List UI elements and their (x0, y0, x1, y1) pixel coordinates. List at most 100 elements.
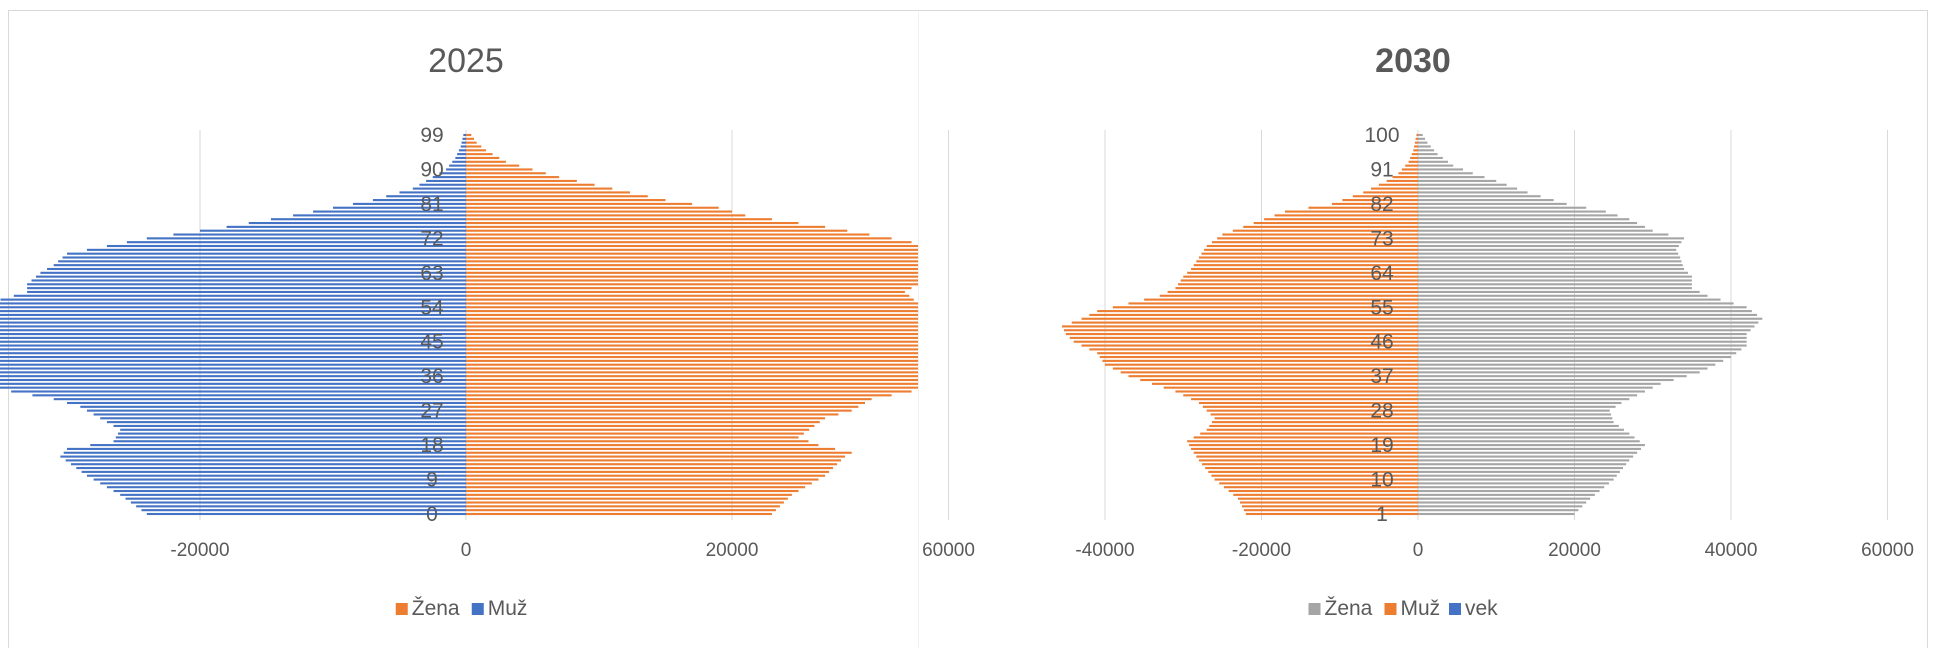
bar-zena-age-37 (1418, 375, 1687, 378)
bar-zena-age-15 (466, 455, 846, 458)
bar-zena-age-69 (1418, 252, 1679, 255)
pyramid-chart-2025: 2025-60000-40000-20000020000400006000099… (0, 42, 918, 620)
bar-muz-age-54 (1097, 310, 1418, 313)
bar-muz-age-64 (47, 267, 467, 271)
bar-zena-age-44 (466, 344, 918, 347)
bar-zena-age-8 (466, 482, 812, 485)
bar-zena-age-67 (466, 256, 918, 259)
legend-label: Muž (1401, 597, 1441, 620)
bar-zena-age-41 (466, 355, 918, 359)
bar-zena-age-95 (1418, 153, 1438, 156)
bar-zena-age-7 (1418, 489, 1600, 493)
bar-zena-age-20 (466, 436, 799, 439)
bar-muz-age-71 (126, 241, 466, 244)
age-label: 99 (420, 124, 443, 147)
bar-zena-age-32 (466, 390, 912, 393)
bar-zena-age-75 (466, 225, 826, 228)
bar-zena-age-68 (466, 252, 918, 255)
bar-muz-age-62 (35, 275, 466, 278)
bar-muz-age-15 (60, 455, 466, 458)
age-label: 55 (1370, 296, 1393, 319)
bar-zena-age-26 (1418, 417, 1613, 420)
bar-zena-age-50 (466, 321, 918, 324)
bar-zena-age-63 (466, 271, 918, 274)
bar-muz-age-16 (1196, 455, 1418, 458)
bar-zena-age-98 (466, 137, 474, 140)
bar-muz-age-61 (31, 279, 467, 282)
bar-zena-age-60 (466, 283, 918, 286)
bar-zena-age-29 (1418, 405, 1616, 408)
bar-muz-age-83 (1342, 199, 1418, 202)
bar-muz-age-59 (27, 287, 466, 290)
bar-zena-age-11 (1418, 474, 1617, 477)
bar-zena-age-80 (466, 206, 719, 209)
bar-muz-age-13 (1205, 467, 1418, 470)
bar-muz-age-63 (40, 271, 467, 274)
bar-zena-age-2 (466, 505, 780, 508)
bar-zena-age-47 (466, 333, 918, 336)
bar-muz-age-93 (1408, 160, 1418, 163)
bar-muz-age-83 (386, 195, 466, 198)
bar-zena-age-25 (466, 417, 826, 420)
bar-muz-age-95 (1411, 153, 1418, 156)
bar-muz-age-51 (1071, 321, 1418, 324)
bar-zena-age-97 (466, 141, 477, 144)
bar-zena-age-14 (1418, 463, 1627, 466)
bar-muz-age-10 (86, 474, 466, 477)
bar-muz-age-96 (460, 145, 466, 148)
bar-zena-age-62 (1418, 279, 1692, 282)
bar-zena-age-71 (466, 241, 912, 244)
bar-muz-age-39 (1112, 367, 1418, 370)
bar-muz-age-74 (1222, 233, 1418, 236)
x-tick-label: -20000 (1232, 540, 1291, 561)
bar-zena-age-91 (466, 164, 520, 167)
bar-zena-age-64 (1418, 271, 1688, 274)
bar-muz-age-87 (1378, 183, 1418, 186)
age-label: 45 (420, 331, 443, 354)
bar-muz-age-6 (113, 489, 467, 493)
bar-zena-age-99 (466, 133, 472, 137)
bar-zena-age-22 (1418, 432, 1630, 435)
bar-zena-age-54 (1418, 310, 1752, 313)
bar-muz-age-72 (146, 237, 467, 240)
bar-muz-age-96 (1413, 149, 1418, 152)
bar-zena-age-92 (466, 160, 506, 163)
bar-zena-age-97 (1418, 145, 1431, 148)
bar-zena-age-46 (1418, 340, 1747, 343)
bar-muz-age-21 (1193, 436, 1418, 439)
bar-muz-age-64 (1187, 271, 1418, 274)
bar-zena-age-87 (466, 179, 577, 182)
bar-zena-age-99 (1418, 137, 1426, 140)
bar-zena-age-70 (466, 244, 918, 248)
bar-zena-age-79 (466, 210, 732, 213)
x-tick-label: -20000 (170, 540, 229, 561)
bar-muz-age-100 (1416, 133, 1418, 137)
bar-zena-age-91 (1418, 168, 1463, 171)
chart-frame (8, 10, 1928, 648)
bar-muz-age-57 (13, 294, 467, 297)
x-tick-label: 0 (461, 540, 472, 561)
bar-zena-age-52 (1418, 317, 1763, 320)
legend-swatch (471, 603, 484, 615)
bar-muz-age-19 (113, 440, 467, 443)
bar-muz-age-89 (1392, 176, 1418, 179)
age-label: 27 (420, 400, 443, 423)
bar-muz-age-30 (53, 398, 466, 401)
bar-muz-age-25 (1211, 421, 1418, 424)
bar-zena-age-6 (466, 489, 799, 493)
bar-muz-age-3 (130, 501, 466, 504)
bar-zena-age-58 (1418, 294, 1708, 297)
bar-muz-age-62 (1180, 279, 1418, 282)
bar-zena-age-39 (1418, 367, 1708, 370)
bar-muz-age-40 (0, 359, 466, 362)
bar-zena-age-85 (1418, 191, 1528, 194)
bar-muz-age-71 (1206, 244, 1418, 248)
bar-muz-age-97 (461, 141, 466, 144)
bar-zena-age-72 (466, 237, 892, 240)
bar-muz-age-80 (333, 206, 466, 209)
age-label: 54 (420, 296, 444, 319)
bar-zena-age-34 (466, 382, 918, 385)
age-label: 63 (420, 262, 443, 285)
bar-zena-age-74 (466, 229, 848, 232)
bar-muz-age-5 (120, 493, 466, 496)
